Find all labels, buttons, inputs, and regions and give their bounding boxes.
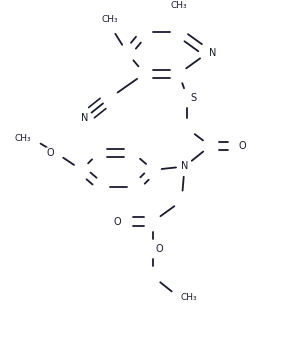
- Text: CH₃: CH₃: [180, 293, 197, 302]
- Text: CH₃: CH₃: [15, 135, 32, 144]
- Text: CH₃: CH₃: [102, 15, 118, 24]
- Text: N: N: [181, 161, 188, 171]
- Text: N: N: [81, 114, 88, 124]
- Text: O: O: [239, 141, 247, 151]
- Text: CH₃: CH₃: [171, 1, 187, 10]
- Text: O: O: [114, 216, 122, 226]
- Text: S: S: [190, 93, 197, 103]
- Text: O: O: [47, 148, 54, 158]
- Text: N: N: [209, 48, 216, 58]
- Text: O: O: [156, 244, 164, 254]
